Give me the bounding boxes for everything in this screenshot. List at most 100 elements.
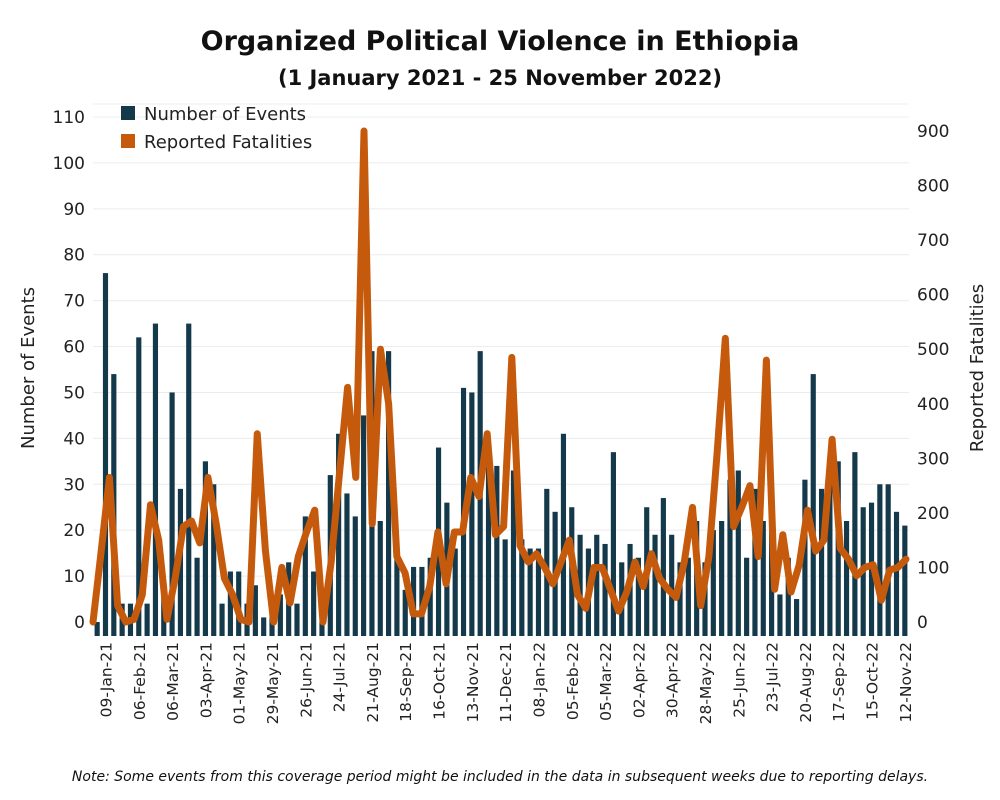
event-bar xyxy=(760,521,766,636)
x-tick-label: 05-Feb-22 xyxy=(564,642,582,720)
event-bar xyxy=(152,323,159,636)
event-bar xyxy=(319,622,325,636)
event-bar xyxy=(827,484,833,636)
event-bar xyxy=(136,337,142,636)
x-tick-label: 26-Jun-21 xyxy=(297,642,315,718)
x-tick-label: 11-Dec-21 xyxy=(497,642,515,723)
event-bar xyxy=(485,456,492,636)
left-tick-label: 50 xyxy=(63,383,85,403)
event-bar xyxy=(352,516,358,636)
event-bar xyxy=(386,351,392,636)
event-bar xyxy=(752,488,758,636)
left-y-axis: 0 10 20 30 40 50 60 70 80 90 100 110 xyxy=(53,108,85,633)
fatalities-line xyxy=(89,127,910,626)
event-bar xyxy=(102,273,109,636)
event-bar xyxy=(469,392,475,636)
event-bar xyxy=(202,461,208,636)
event-bar xyxy=(577,534,583,636)
event-bar xyxy=(219,603,225,636)
left-tick-label: 0 xyxy=(74,613,85,633)
legend-swatch-events xyxy=(121,106,135,120)
x-tick-label: 03-Apr-21 xyxy=(197,642,215,718)
x-tick-label: 06-Feb-21 xyxy=(131,642,149,720)
grid-lines xyxy=(93,103,909,577)
event-bar xyxy=(669,534,675,636)
event-bar xyxy=(719,521,725,636)
right-tick-label: 400 xyxy=(917,395,949,415)
footnote: Note: Some events from this coverage per… xyxy=(72,769,928,785)
event-bar xyxy=(502,539,508,636)
x-tick-label: 20-Aug-22 xyxy=(797,642,815,723)
event-bar xyxy=(685,557,691,636)
event-bar xyxy=(527,548,533,636)
x-tick-label: 24-Jul-21 xyxy=(331,642,349,712)
x-tick-label: 29-May-21 xyxy=(264,642,282,724)
event-bar xyxy=(810,374,816,636)
chart-subtitle: (1 January 2021 - 25 November 2022) xyxy=(278,66,722,90)
event-bar xyxy=(818,488,825,636)
chart-title: Organized Political Violence in Ethiopia xyxy=(201,26,800,57)
event-bar xyxy=(544,488,550,636)
left-tick-label: 70 xyxy=(63,292,85,312)
x-tick-label: 18-Sep-21 xyxy=(397,642,415,722)
right-tick-label: 600 xyxy=(917,286,949,306)
right-axis-label: Reported Fatalities xyxy=(967,284,988,452)
event-bar xyxy=(94,622,100,636)
event-bar xyxy=(452,548,458,636)
event-bar xyxy=(194,557,200,636)
event-bar xyxy=(394,557,400,636)
x-tick-label: 25-Jun-22 xyxy=(730,642,748,718)
event-bar xyxy=(336,433,342,636)
event-bar xyxy=(902,525,908,636)
left-axis-label: Number of Events xyxy=(18,287,39,449)
x-tick-label: 02-Apr-22 xyxy=(630,642,648,718)
event-bar xyxy=(785,557,791,636)
right-tick-label: 900 xyxy=(917,122,949,142)
event-bar xyxy=(169,392,175,636)
event-bar xyxy=(802,479,808,636)
x-tick-label: 28-May-22 xyxy=(697,642,715,724)
left-tick-label: 20 xyxy=(63,521,85,541)
event-bar xyxy=(710,530,716,636)
event-bar xyxy=(535,548,542,636)
event-bar xyxy=(727,479,733,636)
left-tick-label: 30 xyxy=(63,475,85,495)
legend: Number of Events Reported Fatalities xyxy=(121,104,312,153)
event-bar xyxy=(777,594,783,636)
x-tick-label: 23-Jul-22 xyxy=(764,642,782,712)
event-bar xyxy=(344,493,350,636)
line-series-fatalities xyxy=(89,127,910,626)
event-bar xyxy=(519,539,525,636)
event-bar xyxy=(227,571,233,636)
left-tick-label: 100 xyxy=(53,154,85,174)
event-bar xyxy=(652,534,658,636)
event-bar xyxy=(560,433,567,636)
x-tick-label: 21-Aug-21 xyxy=(364,642,382,723)
x-tick-label: 16-Oct-21 xyxy=(431,642,449,720)
event-bar xyxy=(311,571,317,636)
event-bar xyxy=(144,603,150,636)
left-tick-label: 90 xyxy=(63,200,85,220)
x-tick-label: 12-Nov-22 xyxy=(897,642,915,722)
event-bar xyxy=(877,484,883,636)
right-tick-label: 700 xyxy=(917,231,949,251)
x-tick-label: 17-Sep-22 xyxy=(830,642,848,722)
event-bar xyxy=(494,465,500,636)
right-tick-label: 0 xyxy=(917,613,928,633)
left-tick-label: 10 xyxy=(63,567,85,587)
right-tick-label: 800 xyxy=(917,177,949,197)
event-bar xyxy=(261,617,267,636)
legend-swatch-fatalities xyxy=(121,134,135,148)
right-y-axis: 0 100 200 300 400 500 600 700 800 900 xyxy=(917,122,949,633)
event-bar xyxy=(252,585,258,636)
event-bar xyxy=(744,557,750,636)
event-bar xyxy=(402,589,408,636)
event-bar xyxy=(635,557,641,636)
right-tick-label: 500 xyxy=(917,340,949,360)
event-bar xyxy=(843,521,850,636)
event-bar xyxy=(361,415,367,636)
x-tick-label: 09-Jan-21 xyxy=(97,642,115,717)
event-bar xyxy=(602,543,608,636)
event-bar xyxy=(186,323,192,636)
